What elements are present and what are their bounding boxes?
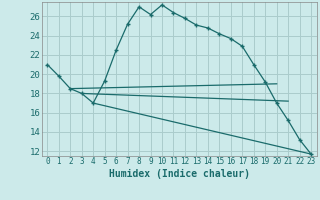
X-axis label: Humidex (Indice chaleur): Humidex (Indice chaleur) — [109, 169, 250, 179]
